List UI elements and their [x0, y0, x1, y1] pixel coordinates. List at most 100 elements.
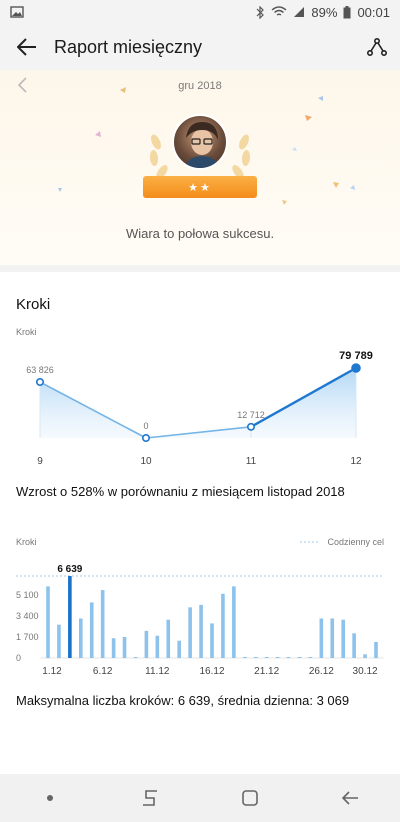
line-chart-x-tick: 11 [246, 456, 257, 467]
bar-chart-y-tick: 3 400 [16, 611, 39, 621]
app-bar: Raport miesięczny [0, 24, 400, 70]
line-chart-x-tick: 9 [37, 456, 43, 467]
monthly-hero: gru 2018 ★ ★ Wiara to poł [0, 70, 400, 265]
line-chart-ylabel: Kroki [16, 327, 37, 337]
line-chart-data-label: 0 [143, 421, 148, 431]
line-chart-data-label: 12 712 [237, 410, 265, 420]
share-icon [367, 38, 387, 56]
share-button[interactable] [354, 24, 400, 70]
line-chart-point [142, 434, 151, 443]
summary-text: Maksymalna liczba kroków: 6 639, średnia… [16, 693, 350, 708]
battery-icon [343, 5, 351, 18]
nav-dot-button[interactable] [30, 778, 70, 818]
bar-chart-bar [89, 602, 94, 658]
bar-chart-bar [46, 586, 50, 658]
avatar [172, 114, 228, 170]
home-icon [242, 790, 258, 806]
bar-chart-bar [100, 590, 105, 658]
bar-chart-bar [297, 657, 302, 658]
back-arrow-icon [341, 791, 358, 805]
bar-chart-bar [341, 619, 345, 658]
bar-chart-bar [68, 575, 72, 658]
clock: 00:01 [357, 4, 390, 20]
bar-chart-bar [330, 618, 335, 658]
dot-icon [47, 795, 53, 801]
line-chart-point [351, 363, 361, 373]
line-chart-data-label: 79 789 [339, 350, 373, 362]
bar-chart-bar [374, 641, 378, 658]
bar-chart-x-tick: 11.12 [145, 666, 170, 677]
line-chart-x-tick: 12 [350, 456, 362, 467]
bar-chart-bar [286, 657, 291, 658]
bar-chart-bar [210, 623, 214, 658]
home-button[interactable] [230, 778, 270, 818]
bar-chart-x-tick: 1.12 [42, 666, 62, 677]
bar-chart-bar [275, 657, 280, 658]
steps-card: Kroki Kroki 63 826 9 0 10 12 712 11 79 789 12 W… [0, 272, 400, 774]
bar-chart-x-tick: 16.12 [199, 666, 224, 677]
growth-text: Wzrost o 528% w porównaniu z miesiącem l… [16, 484, 345, 499]
star-icon: ★ [188, 181, 200, 194]
line-chart-data-label: 63 826 [26, 365, 54, 375]
motto-text: Wiara to połowa sukcesu. [125, 226, 275, 241]
back-button[interactable] [0, 24, 54, 70]
bar-chart-bar [133, 657, 138, 658]
laurel-icon [149, 134, 251, 179]
bar-chart-bar [144, 630, 149, 658]
bar-chart-bar [221, 593, 225, 658]
bar-chart-bar [122, 637, 127, 658]
bar-chart-x-tick: 30.12 [353, 666, 378, 677]
bar-chart-x-tick: 6.12 [93, 666, 113, 677]
bar-chart-bar [352, 633, 356, 658]
line-chart-segment [250, 366, 357, 428]
bar-chart-bar [166, 619, 171, 658]
bar-chart-bar [243, 657, 247, 658]
bar-chart-bar [199, 604, 203, 658]
signal-icon [294, 7, 305, 17]
month-label: gru 2018 [178, 80, 222, 92]
bar-chart-x-tick: 26.12 [309, 666, 334, 677]
chevron-left-icon[interactable] [12, 74, 34, 96]
bar-chart-y-tick: 1 700 [16, 632, 39, 642]
arrow-left-icon [17, 38, 36, 56]
bluetooth-icon [256, 5, 265, 19]
recent-apps-icon [143, 790, 157, 806]
line-chart-segment [39, 381, 147, 439]
bar-chart-bar [308, 657, 313, 658]
battery-percent: 89% [311, 4, 338, 20]
bar-chart-y-tick: 0 [16, 653, 21, 663]
line-chart-point [35, 378, 44, 387]
line-chart-area [40, 368, 356, 438]
line-chart-point [247, 422, 256, 431]
gallery-icon [10, 6, 24, 18]
legend-goal-label: Codzienny cel [327, 537, 384, 547]
line-chart-x-tick: 10 [140, 456, 152, 467]
section-title: Kroki [16, 296, 51, 313]
confetti-decoration [58, 87, 355, 205]
bar-chart-max-label: 6 639 [57, 564, 82, 575]
page-title: Raport miesięczny [54, 36, 203, 57]
monthly-steps-line-chart: Kroki 63 826 9 0 10 12 712 11 79 789 12 [16, 327, 373, 467]
system-nav-bar [0, 774, 400, 822]
rating-banner: ★ ★ [143, 176, 257, 198]
bar-chart-bar [253, 657, 258, 658]
bar-chart-ylabel: Kroki [16, 537, 37, 547]
bar-chart-bar [177, 640, 181, 658]
status-bar: 89% 00:01 [0, 0, 400, 24]
wifi-icon [271, 6, 287, 16]
bar-chart-y-tick: 5 100 [16, 590, 39, 600]
bar-chart-bar [111, 638, 116, 658]
bar-chart-bar [79, 618, 83, 658]
recent-apps-button[interactable] [130, 778, 170, 818]
bar-chart-bar [188, 607, 192, 658]
bar-chart-bar [319, 618, 324, 658]
bar-chart-bar [363, 654, 367, 658]
back-nav-button[interactable] [330, 778, 370, 818]
bar-chart-bar [155, 635, 160, 658]
star-icon: ★ [200, 181, 212, 194]
bar-chart-bar [57, 624, 61, 658]
daily-steps-bar-chart: Kroki Codzienny cel 0 1 700 3 400 5 100 6 63… [16, 537, 384, 677]
bar-chart-bar [264, 657, 269, 658]
bar-chart-bar [232, 586, 236, 658]
bar-chart-x-tick: 21.12 [254, 666, 279, 677]
